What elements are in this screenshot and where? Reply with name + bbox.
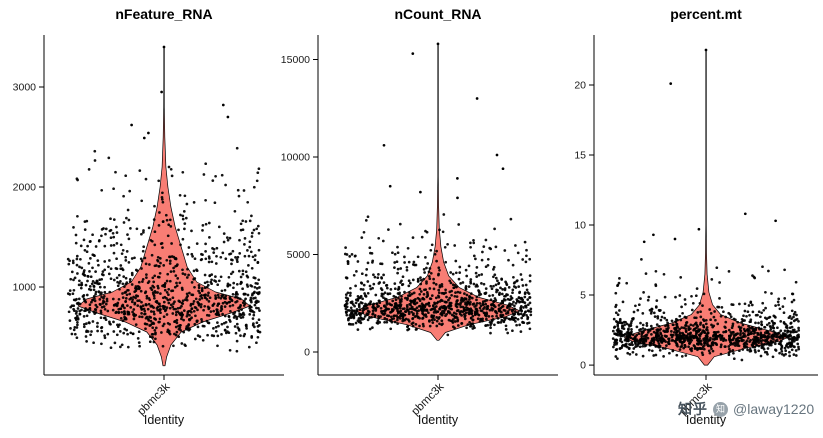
svg-text:1000: 1000 — [13, 282, 37, 294]
svg-text:5000: 5000 — [287, 249, 311, 261]
zhihu-logo-icon: 知 — [713, 401, 728, 417]
panel-title-ncount-rna: nCount_RNA — [394, 6, 482, 22]
svg-text:3000: 3000 — [13, 82, 37, 94]
x-axis-title-panel3: Identity — [685, 413, 727, 427]
svg-text:0: 0 — [580, 360, 586, 372]
panel-title-nfeature-rna: nFeature_RNA — [115, 6, 213, 22]
watermark-handle: @laway1220 — [733, 401, 815, 417]
panel-title-percent-mt: percent.mt — [670, 6, 742, 22]
svg-text:15000: 15000 — [281, 54, 310, 66]
svg-text:15: 15 — [574, 150, 586, 162]
watermark: 知乎 知 @laway1220 — [678, 399, 814, 419]
svg-text:5: 5 — [580, 290, 586, 302]
svg-text:2000: 2000 — [13, 182, 37, 194]
svg-text:0: 0 — [304, 347, 310, 359]
x-axis-title-panel1: Identity — [143, 413, 185, 427]
svg-text:10: 10 — [574, 220, 586, 232]
x-axis-title-panel2: Identity — [417, 413, 459, 427]
svg-text:20: 20 — [574, 80, 586, 92]
svg-text:10000: 10000 — [281, 152, 310, 164]
watermark-brand: 知乎 — [678, 401, 708, 417]
